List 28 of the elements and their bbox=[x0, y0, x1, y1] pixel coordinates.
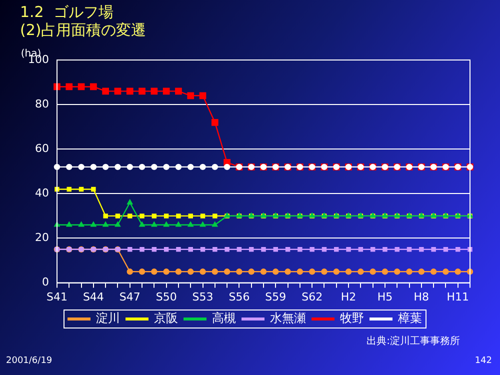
x-tick-label: S47 bbox=[119, 290, 140, 304]
y-tick-label: 60 bbox=[34, 142, 49, 155]
x-tick-label: S59 bbox=[265, 290, 286, 304]
source-note: 出典:淀川工事事務所 bbox=[366, 334, 460, 348]
legend-label: 牧野 bbox=[340, 311, 364, 326]
y-tick-label: 0 bbox=[42, 276, 49, 289]
text: 142 bbox=[474, 356, 492, 366]
x-tick-label: H5 bbox=[377, 290, 393, 304]
text: 2001/6/19 bbox=[6, 356, 52, 366]
x-tick-label: H8 bbox=[414, 290, 430, 304]
legend-label: 水無瀬 bbox=[270, 311, 306, 326]
legend-label: 樟葉 bbox=[397, 311, 422, 326]
x-tick-label: S50 bbox=[156, 290, 177, 304]
legend-label: 高槻 bbox=[212, 311, 236, 326]
x-tick-label: S53 bbox=[192, 290, 214, 304]
y-tick-label: 20 bbox=[34, 231, 49, 244]
x-tick-label: S41 bbox=[46, 290, 68, 304]
x-tick-label: H2 bbox=[340, 290, 356, 304]
x-tick-label: H11 bbox=[446, 290, 469, 304]
x-tick-label: S44 bbox=[82, 290, 104, 304]
legend-label: 淀川 bbox=[96, 311, 120, 326]
chart-title: 1.2 ゴルフ場 bbox=[20, 2, 114, 21]
y-tick-label: 80 bbox=[34, 97, 49, 110]
chart-subtitle: (2)占用面積の変遷 bbox=[20, 20, 146, 39]
y-tick-label: 40 bbox=[34, 186, 49, 200]
legend-label: 京阪 bbox=[154, 311, 178, 326]
x-tick-label: S56 bbox=[228, 290, 250, 304]
x-tick-label: S62 bbox=[302, 290, 323, 304]
